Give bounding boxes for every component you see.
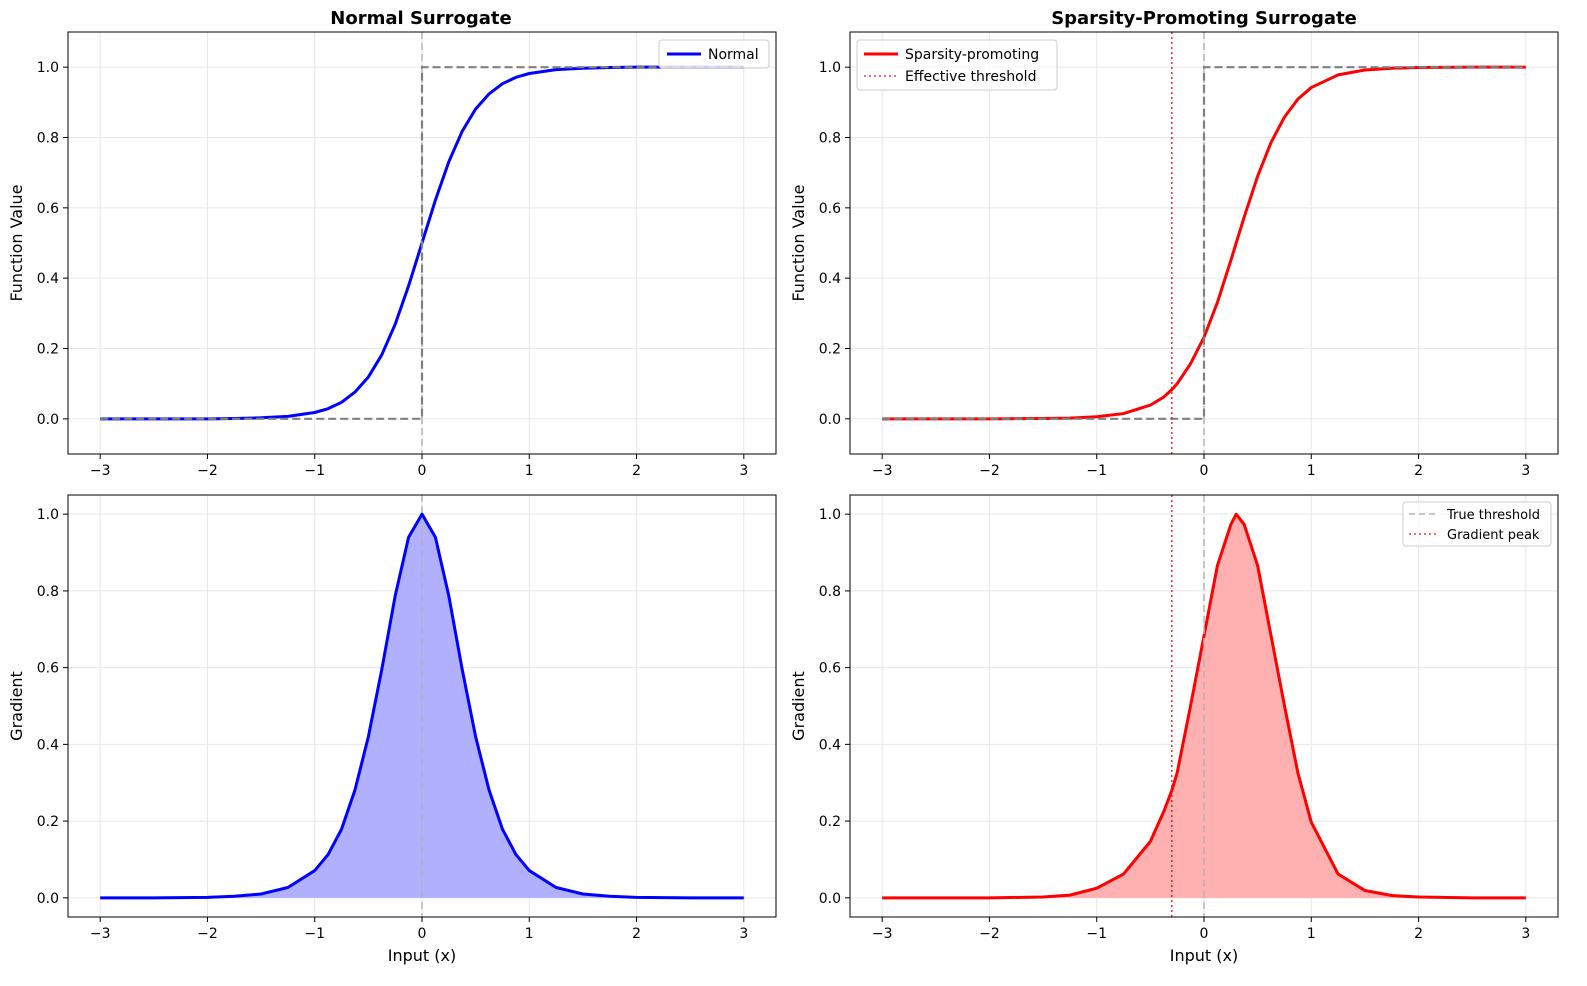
y-tick-label: 0.4	[37, 271, 59, 287]
legend-frame	[1402, 501, 1552, 547]
x-axis-label: Input (x)	[388, 946, 456, 965]
x-tick-label: −3	[872, 926, 893, 942]
x-tick-label: 0	[1200, 926, 1209, 942]
series-line	[100, 512, 744, 900]
series-line	[882, 512, 1526, 900]
series-line	[882, 65, 1526, 421]
y-tick-label: 0.6	[37, 201, 59, 217]
x-tick-label: 3	[739, 463, 748, 479]
x-axis-label: Input (x)	[1170, 946, 1238, 965]
y-tick-label: 1.0	[37, 507, 59, 523]
y-axis-label: Gradient	[7, 671, 26, 741]
y-tick-label: 0.0	[819, 891, 841, 907]
x-tick-label: −1	[304, 463, 325, 479]
panel-title: Sparsity-Promoting Surrogate	[1051, 8, 1357, 29]
x-tick-label: −1	[304, 926, 325, 942]
x-tick-label: 1	[1307, 463, 1316, 479]
y-tick-label: 0.8	[819, 584, 841, 600]
y-tick-label: 0.4	[819, 271, 841, 287]
plot-area	[850, 495, 1558, 917]
x-tick-label: 2	[1414, 463, 1423, 479]
x-tick-label: 0	[418, 463, 427, 479]
x-tick-label: −3	[90, 926, 111, 942]
panel-title: Normal Surrogate	[330, 8, 511, 29]
x-tick-label: −2	[979, 926, 1000, 942]
legend: True threshold Gradient peak	[1402, 501, 1552, 547]
y-tick-label: 0.8	[37, 584, 59, 600]
legend-label-gradient-peak: Gradient peak	[1447, 528, 1540, 543]
x-tick-label: −3	[872, 463, 893, 479]
x-tick-label: −2	[197, 926, 218, 942]
step-function-line	[100, 66, 744, 420]
legend-label-sparse: Sparsity-promoting	[905, 47, 1039, 63]
y-axis-label: Function Value	[7, 184, 26, 301]
x-tick-label: 3	[1521, 926, 1530, 942]
plot-area	[68, 32, 776, 454]
legend: Normal	[658, 39, 770, 69]
y-tick-label: 0.2	[819, 814, 841, 830]
x-tick-label: 2	[1414, 926, 1423, 942]
y-tick-label: 1.0	[37, 60, 59, 76]
legend-label-normal: Normal	[708, 47, 759, 63]
legend-label-threshold: Effective threshold	[905, 69, 1036, 85]
x-tick-label: 3	[1521, 463, 1530, 479]
x-tick-label: −1	[1086, 926, 1107, 942]
x-tick-label: 1	[525, 926, 534, 942]
panel-normal-function: Normal Surrogate −3 −2 −1 0 1 2 3 0.0 0.2 0.4 0.6 0…	[7, 8, 777, 479]
y-tick-label: 0.6	[819, 661, 841, 677]
x-tick-label: 2	[632, 463, 641, 479]
y-tick-label: 0.4	[37, 737, 59, 753]
y-tick-label: 0.4	[819, 737, 841, 753]
panel-sparse-gradient: −3 −2 −1 0 1 2 3 0.0 0.2 0.4 0.6 0.8 1.0 Gradient Inpu…	[789, 494, 1559, 965]
x-tick-label: −3	[90, 463, 111, 479]
legend-label-true-threshold: True threshold	[1446, 508, 1540, 523]
x-tick-label: 0	[1200, 463, 1209, 479]
panel-sparse-function: Sparsity-Promoting Surrogate −3 −2 −1 0 1 2 3 0…	[789, 8, 1559, 479]
y-tick-label: 0.2	[37, 814, 59, 830]
y-tick-label: 0.0	[37, 412, 59, 428]
y-tick-label: 0.0	[819, 412, 841, 428]
x-tick-label: 2	[632, 926, 641, 942]
x-tick-label: 0	[418, 926, 427, 942]
y-tick-label: 0.6	[819, 201, 841, 217]
step-function-line	[882, 66, 1526, 420]
y-tick-label: 0.8	[37, 131, 59, 147]
y-axis-label: Gradient	[789, 671, 808, 741]
legend-frame	[856, 39, 1058, 91]
y-tick-label: 1.0	[819, 507, 841, 523]
legend: Sparsity-promoting Effective threshold	[856, 39, 1058, 91]
plot-area	[850, 32, 1558, 454]
y-tick-label: 1.0	[819, 60, 841, 76]
y-tick-label: 0.6	[37, 661, 59, 677]
y-tick-label: 0.2	[37, 342, 59, 358]
x-tick-label: −2	[979, 463, 1000, 479]
x-tick-label: 3	[739, 926, 748, 942]
x-tick-label: 1	[525, 463, 534, 479]
y-tick-label: 0.8	[819, 131, 841, 147]
x-tick-label: −2	[197, 463, 218, 479]
y-axis-label: Function Value	[789, 184, 808, 301]
panel-normal-gradient: −3 −2 −1 0 1 2 3 0.0 0.2 0.4 0.6 0.8 1.0 Gradient Inpu…	[7, 494, 777, 965]
plot-area	[68, 495, 776, 917]
y-tick-label: 0.0	[37, 891, 59, 907]
x-tick-label: −1	[1086, 463, 1107, 479]
y-tick-label: 0.2	[819, 342, 841, 358]
x-tick-label: 1	[1307, 926, 1316, 942]
legend-frame	[658, 39, 770, 69]
